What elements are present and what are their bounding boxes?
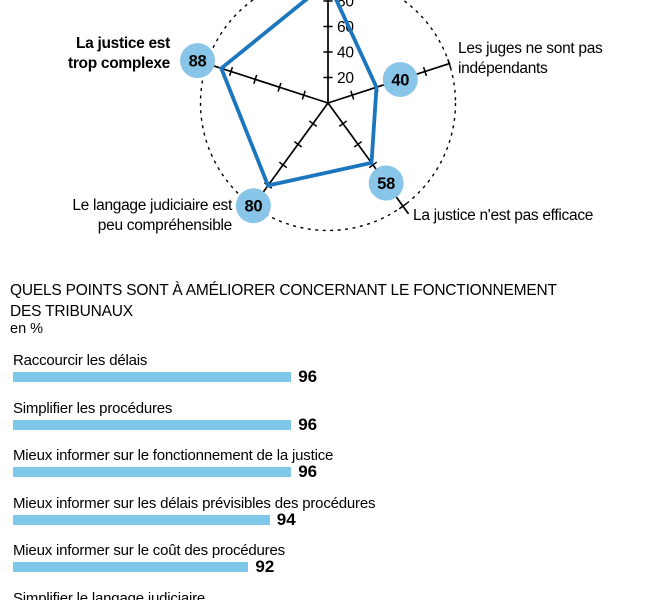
- radar-tick: [368, 161, 378, 169]
- radar-tick: [253, 74, 258, 84]
- bar-value: 96: [298, 367, 318, 386]
- radar-axis-label-efficace: La justice n'est pas efficace: [413, 207, 594, 224]
- radar-tick: [398, 202, 408, 210]
- radar-tick: [350, 90, 355, 100]
- radar-tick: [228, 66, 234, 77]
- bar-row: Mieux informer sur le fonctionnement de …: [13, 445, 661, 493]
- bar: [13, 467, 292, 477]
- radar-axis-label-complexe: La justice est trop complexe: [67, 35, 170, 72]
- bar-chart-rows: Raccourcir les délais 96 Simplifier les pr…: [13, 350, 661, 600]
- radar-value-badge: [235, 188, 271, 224]
- radar-value-badge: [368, 165, 404, 201]
- radar-value-badge: [180, 43, 216, 79]
- bar-value: 96: [298, 414, 318, 434]
- bar: [13, 372, 292, 382]
- bar-label: Mieux informer sur le coût des procédure…: [13, 542, 285, 559]
- radar-tick: [308, 120, 318, 127]
- radar-tick-label: 80: [337, 0, 354, 11]
- radar-tick: [301, 90, 306, 100]
- radar-value: 88: [189, 53, 207, 71]
- bar-row: Simplifier le langage judiciaire: [13, 588, 661, 600]
- radar-value-badge: [382, 62, 418, 98]
- bar-chart-title-line2: DES TRIBUNAUX: [10, 303, 133, 320]
- bar-line: 96: [13, 462, 661, 481]
- bar-chart-title-line1: QUELS POINTS SONT À AMÉLIORER CONCERNANT…: [10, 282, 557, 299]
- bar-line: 96: [13, 414, 661, 434]
- radar-value: 40: [391, 72, 409, 90]
- radar-axis-label-langage: Le langage judiciaire est peu compréhens…: [72, 197, 232, 234]
- radar-tick-label: 20: [337, 70, 354, 87]
- radar-axis-label-juges: Les juges ne sont pas indépendants: [458, 40, 603, 77]
- bar-row: Mieux informer sur le coût des procédure…: [13, 540, 661, 588]
- radar-tick: [278, 161, 288, 169]
- bar-label: Mieux informer sur le fonctionnement de …: [13, 447, 334, 464]
- bar-value: 92: [255, 557, 275, 576]
- bar-label: Simplifier les procédures: [13, 399, 173, 417]
- radar-outer-circle: [199, 0, 457, 232]
- radar-tick: [293, 140, 303, 148]
- bar-label: Raccourcir les délais: [13, 352, 148, 369]
- bar: [13, 419, 292, 430]
- radar-tick: [422, 66, 428, 77]
- bar: [13, 562, 249, 572]
- bar-label: Mieux informer sur les délais prévisible…: [13, 494, 376, 512]
- radar-tick: [277, 82, 282, 92]
- bar-line: 92: [13, 557, 661, 576]
- bar-line: 96: [13, 367, 661, 386]
- radar-tick: [447, 58, 452, 69]
- bar-value: 94: [276, 509, 296, 529]
- radar-value: 80: [244, 198, 262, 216]
- radar-tick: [338, 120, 348, 127]
- bar-row: Mieux informer sur les délais prévisible…: [13, 493, 661, 541]
- bar-line: 94: [13, 509, 661, 529]
- bar-row: Simplifier les procédures 96: [13, 398, 661, 446]
- bar-row: Raccourcir les délais 96: [13, 350, 661, 398]
- radar-value: 58: [377, 175, 395, 193]
- bar-label: Simplifier le langage judiciaire: [13, 589, 206, 600]
- bar-chart-title: QUELS POINTS SONT À AMÉLIORER CONCERNANT…: [10, 280, 557, 322]
- radar-axis: [205, 62, 329, 104]
- radar-tick: [353, 140, 363, 148]
- unit-label: en %: [10, 321, 44, 337]
- radar-axis: [251, 102, 329, 208]
- radar-tick-label: 40: [337, 45, 354, 62]
- bar: [13, 514, 270, 525]
- radar-data-polygon: [219, 0, 379, 188]
- bar-value: 96: [298, 462, 318, 481]
- radar-axis: [327, 102, 410, 215]
